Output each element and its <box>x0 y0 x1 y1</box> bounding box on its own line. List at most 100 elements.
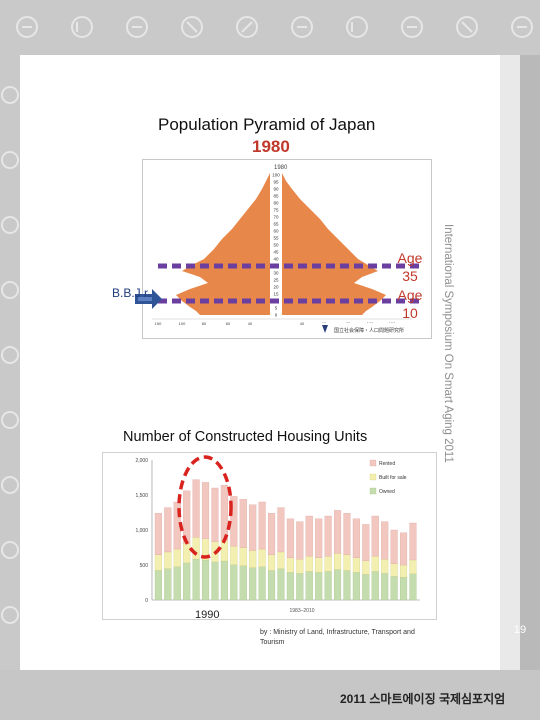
bar-built-for-sale <box>352 557 360 573</box>
bar-rented <box>324 515 332 557</box>
right-strip <box>520 55 540 670</box>
housing-chart: 0 500 1,000 1,500 2,000 Rented Built for sale O… <box>135 455 420 614</box>
bar-built-for-sale <box>324 556 332 572</box>
bar-rented <box>277 507 285 553</box>
bar-built-for-sale <box>267 554 276 571</box>
bar-rented <box>399 532 408 566</box>
bar-built-for-sale <box>164 551 172 569</box>
bar-owned <box>333 569 342 601</box>
bar-built-for-sale <box>296 559 304 574</box>
age-tick-label: 20 <box>273 285 279 290</box>
population-pyramid: 1980 0 5 10 15 20 25 30 35 40 45 50 55 60 65 70 75 80 85 9… <box>152 165 412 335</box>
age-tick-label: 15 <box>273 292 279 297</box>
footer-band <box>0 670 540 720</box>
bar-rented <box>211 487 219 542</box>
bar-owned <box>258 566 266 601</box>
age-tick-label: 5 <box>275 306 278 311</box>
pyramid-male-bars <box>176 173 270 315</box>
bar-owned <box>362 574 370 601</box>
highlight-ellipse <box>177 455 233 559</box>
bar-owned <box>173 566 181 601</box>
bar-built-for-sale <box>399 564 408 578</box>
y-tick-label: 0 <box>145 598 148 604</box>
bar-rented <box>333 510 342 554</box>
age35-label: Age 35 <box>397 250 423 284</box>
legend-label: Built for sale <box>379 475 407 481</box>
y-tick-label: 1,000 <box>135 528 148 534</box>
bar-owned <box>399 577 408 601</box>
age-tick-label: 70 <box>273 215 279 220</box>
age-tick-label: 30 <box>273 271 279 276</box>
age-tick-label: 35 <box>273 264 279 269</box>
age10-label: Age 10 <box>397 287 423 321</box>
age-tick-label: 55 <box>273 236 279 241</box>
bar-rented <box>296 521 304 560</box>
bar-owned <box>315 572 323 601</box>
bar-owned <box>249 567 257 601</box>
age-tick-label: 60 <box>273 229 279 234</box>
bar-owned <box>201 559 210 601</box>
bar-built-for-sale <box>183 543 191 564</box>
svg-text:40: 40 <box>248 321 253 326</box>
bar-built-for-sale <box>362 560 370 575</box>
side-bar <box>500 55 520 670</box>
bar-built-for-sale <box>192 537 200 560</box>
pyramid-female-bars <box>282 173 386 315</box>
bar-built-for-sale <box>381 559 389 574</box>
legend-swatch <box>369 459 377 467</box>
pyramid-title: Population Pyramid of Japan <box>158 115 376 134</box>
svg-text:国立社会保障・人口問題研究所: 国立社会保障・人口問題研究所 <box>334 327 404 334</box>
bar-built-for-sale <box>277 551 285 569</box>
bar-built-for-sale <box>305 556 313 572</box>
highlight-year-label: 1990 <box>195 609 220 621</box>
age-tick-label: 75 <box>273 208 279 213</box>
age-tick-label: 95 <box>273 180 279 185</box>
footer-text: 2011 스마트에이징 국제심포지엄 <box>340 692 506 706</box>
bar-owned <box>230 564 238 601</box>
page-number: 19 <box>513 624 527 636</box>
age-tick-label: 45 <box>273 250 279 255</box>
bar-rented <box>343 513 351 556</box>
bar-rented <box>183 490 191 544</box>
svg-text:40: 40 <box>300 321 305 326</box>
bar-rented <box>315 518 323 558</box>
bar-rented <box>267 513 276 556</box>
bar-owned <box>211 561 219 601</box>
age-tick-label: 65 <box>273 222 279 227</box>
bar-owned <box>277 568 285 601</box>
bar-rented <box>164 507 172 553</box>
bar-rented <box>192 479 200 538</box>
bar-built-for-sale <box>258 548 266 567</box>
legend-label: Owned <box>379 489 395 495</box>
bar-rented <box>154 513 162 556</box>
bar-built-for-sale <box>154 554 162 571</box>
x-range-label: 1983–2010 <box>289 608 314 614</box>
bar-owned <box>286 572 294 601</box>
bar-rented <box>201 482 210 539</box>
bar-built-for-sale <box>371 556 379 572</box>
age-tick-label: 90 <box>273 187 279 192</box>
bar-rented <box>239 499 247 548</box>
bar-built-for-sale <box>343 554 351 571</box>
bar-rented <box>371 515 379 557</box>
svg-text:80: 80 <box>202 321 207 326</box>
svg-text:100: 100 <box>179 321 186 326</box>
y-tick-label: 1,500 <box>135 493 148 499</box>
bar-built-for-sale <box>333 553 342 570</box>
pyramid-year-small: 1980 <box>274 165 288 171</box>
bar-rented <box>220 485 228 541</box>
bar-owned <box>409 573 417 601</box>
svg-text:150: 150 <box>155 321 162 326</box>
pyramid-year: 1980 <box>252 137 290 156</box>
y-tick-label: 500 <box>140 563 149 569</box>
bar-owned <box>352 572 360 601</box>
age-tick-label: 25 <box>273 278 279 283</box>
y-tick-label: 2,000 <box>135 458 148 464</box>
bbj-label: B.B.J r. <box>112 286 151 300</box>
age-tick-label: 100 <box>272 173 280 178</box>
bar-owned <box>192 558 200 601</box>
bar-owned <box>267 570 276 601</box>
age-tick-label: 50 <box>273 243 279 248</box>
bar-rented <box>249 504 257 551</box>
bar-built-for-sale <box>409 559 417 574</box>
